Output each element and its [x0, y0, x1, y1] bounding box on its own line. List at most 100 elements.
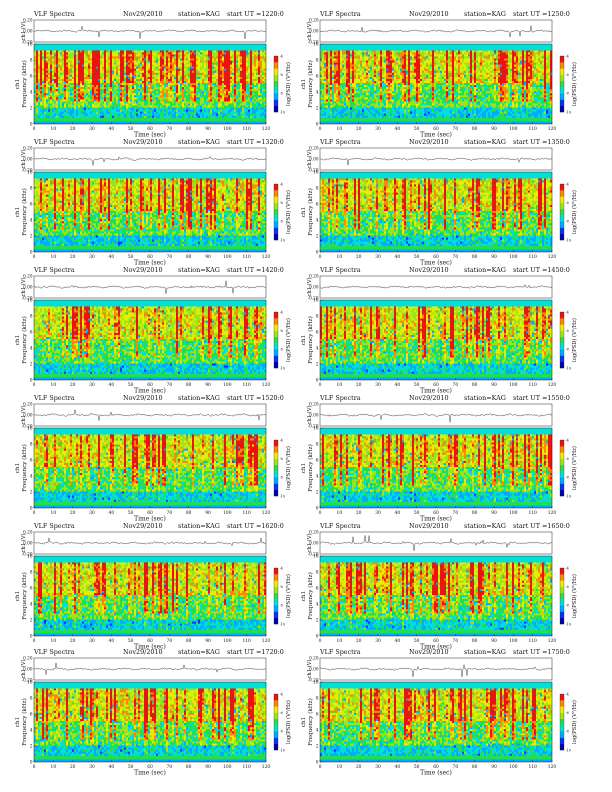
psd-cell	[146, 84, 149, 88]
psd-cell	[258, 64, 261, 67]
psd-cell	[244, 80, 247, 83]
psd-cell	[106, 88, 109, 92]
psd-cell	[52, 115, 55, 118]
psd-cell	[338, 115, 341, 118]
psd-cell	[346, 68, 349, 71]
psd-cell	[258, 68, 261, 71]
psd-cell	[236, 52, 239, 55]
psd-cell	[76, 97, 79, 100]
psd-cell	[54, 62, 57, 65]
psd-cell	[64, 58, 67, 61]
psd-cell	[54, 72, 57, 75]
psd-cell	[216, 70, 219, 73]
psd-cell	[262, 50, 265, 53]
psd-cell	[116, 74, 119, 77]
psd-cell	[124, 93, 127, 96]
psd-cell	[212, 99, 215, 102]
psd-cell	[332, 111, 335, 114]
psd-cell	[340, 50, 343, 53]
psd-cell	[118, 103, 121, 106]
psd-cell	[90, 54, 93, 57]
psd-cell	[248, 111, 251, 114]
psd-cell	[60, 70, 63, 73]
psd-cell	[252, 99, 255, 102]
psd-cell	[64, 60, 67, 63]
colorbar-label: log(PSD) (V²/Hz)	[285, 62, 292, 106]
psd-cell	[126, 50, 129, 53]
psd-cell	[248, 113, 251, 116]
psd-cell	[322, 107, 325, 110]
psd-cell	[90, 93, 93, 96]
psd-cell	[200, 109, 203, 112]
psd-cell	[322, 86, 325, 90]
psd-cell	[124, 109, 127, 112]
psd-cell	[142, 115, 145, 118]
psd-cell	[206, 54, 209, 57]
psd-cell	[130, 113, 133, 116]
psd-cell	[178, 76, 181, 79]
psd-cell	[166, 50, 169, 53]
psd-cell	[58, 72, 61, 75]
psd-cell	[258, 95, 261, 98]
psd-cell	[94, 62, 97, 65]
psd-cell	[190, 84, 193, 88]
psd-cell	[128, 99, 131, 102]
psd-cell	[180, 93, 183, 96]
psd-cell	[50, 115, 53, 118]
psd-cell	[122, 56, 125, 59]
psd-cell	[356, 115, 359, 118]
psd-cell	[114, 97, 117, 100]
psd-cell	[48, 76, 51, 79]
psd-cell	[36, 78, 39, 81]
psd-cell	[166, 74, 169, 77]
psd-cell	[112, 62, 115, 65]
psd-cell	[98, 97, 101, 100]
psd-cell	[258, 66, 261, 69]
psd-cell	[52, 52, 55, 55]
psd-cell	[262, 58, 265, 61]
psd-cell	[164, 60, 167, 63]
psd-cell	[46, 68, 49, 71]
psd-cell	[228, 68, 231, 71]
psd-cell	[354, 91, 357, 94]
psd-cell	[94, 66, 97, 69]
psd-cell	[50, 99, 53, 102]
psd-cell	[94, 103, 97, 106]
psd-cell	[212, 52, 215, 55]
psd-cell	[168, 91, 171, 94]
psd-cell	[202, 52, 205, 55]
psd-cell	[210, 50, 213, 53]
psd-cell	[222, 52, 225, 55]
psd-cell	[146, 58, 149, 61]
psd-cell	[158, 113, 161, 116]
psd-cell	[126, 80, 129, 83]
psd-cell	[100, 107, 103, 110]
psd-cell	[348, 68, 351, 71]
psd-cell	[156, 82, 159, 86]
psd-cell	[340, 58, 343, 61]
psd-cell	[264, 95, 267, 98]
psd-cell	[196, 109, 199, 112]
psd-cell	[124, 70, 127, 73]
psd-cell	[326, 64, 329, 67]
psd-cell	[164, 109, 167, 112]
psd-cell	[102, 60, 105, 63]
psd-cell	[170, 101, 173, 104]
psd-cell	[218, 68, 221, 71]
psd-cell	[220, 86, 223, 90]
psd-cell	[240, 101, 243, 104]
psd-cell	[176, 88, 179, 92]
psd-cell	[36, 88, 39, 92]
psd-cell	[114, 105, 117, 108]
psd-cell	[332, 105, 335, 108]
psd-cell	[170, 72, 173, 75]
psd-cell	[264, 68, 267, 71]
psd-cell	[72, 111, 75, 114]
psd-cell	[222, 107, 225, 110]
psd-cell	[126, 97, 129, 100]
psd-cell	[68, 103, 71, 106]
psd-cell	[342, 80, 345, 83]
psd-cell	[238, 68, 241, 71]
psd-cell	[56, 76, 59, 79]
psd-cell	[46, 52, 49, 55]
